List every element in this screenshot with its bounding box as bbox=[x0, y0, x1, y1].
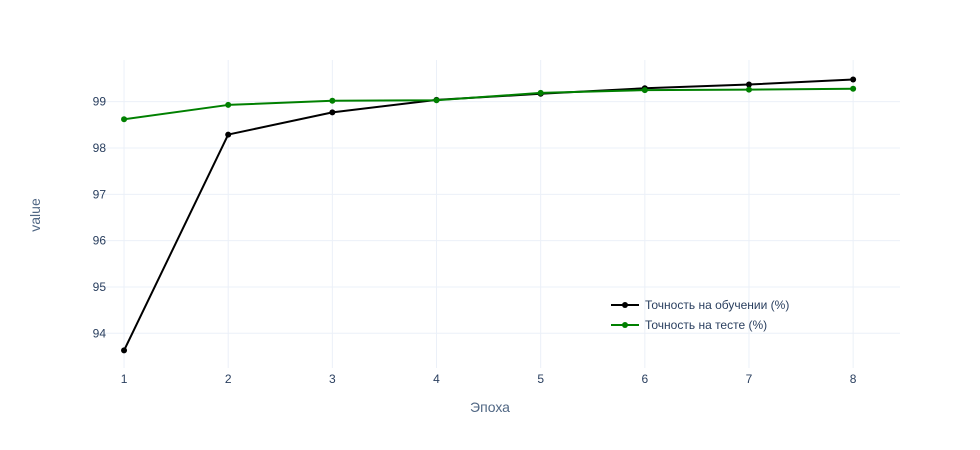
legend: Точность на обучении (%) Точность на тест… bbox=[611, 298, 789, 332]
data-point bbox=[850, 85, 857, 92]
x-tick-label: 3 bbox=[329, 372, 336, 386]
data-point bbox=[121, 347, 128, 354]
data-point bbox=[433, 97, 440, 104]
x-tick-label: 2 bbox=[225, 372, 232, 386]
x-tick-label: 7 bbox=[746, 372, 753, 386]
legend-item[interactable]: Точность на тесте (%) bbox=[611, 318, 767, 332]
series-line bbox=[123, 87, 854, 121]
y-axis-title: value bbox=[27, 198, 43, 232]
x-axis-title: Эпоха bbox=[470, 399, 510, 415]
x-tick-labels: 1 2 3 4 5 6 7 8 bbox=[121, 372, 857, 386]
legend-marker bbox=[622, 302, 628, 308]
x-tick-label: 5 bbox=[537, 372, 544, 386]
data-point bbox=[121, 116, 128, 123]
y-gridlines bbox=[98, 101, 900, 334]
data-point bbox=[537, 89, 544, 96]
x-tick-label: 1 bbox=[121, 372, 128, 386]
data-point bbox=[329, 109, 336, 116]
x-tick-label: 6 bbox=[641, 372, 648, 386]
y-tick-label: 99 bbox=[93, 95, 107, 109]
data-point bbox=[225, 131, 232, 138]
data-point bbox=[641, 87, 648, 94]
legend-label: Точность на обучении (%) bbox=[645, 298, 789, 312]
data-point bbox=[850, 76, 857, 83]
y-tick-label: 98 bbox=[93, 141, 107, 155]
series-layer bbox=[121, 76, 857, 354]
x-tick-label: 4 bbox=[433, 372, 440, 386]
legend-label: Точность на тесте (%) bbox=[645, 318, 767, 332]
x-tick-label: 8 bbox=[850, 372, 857, 386]
y-tick-label: 94 bbox=[93, 326, 107, 340]
y-tick-label: 96 bbox=[93, 234, 107, 248]
y-tick-label: 97 bbox=[93, 187, 107, 201]
y-tick-label: 95 bbox=[93, 280, 107, 294]
legend-item[interactable]: Точность на обучении (%) bbox=[611, 298, 789, 312]
data-point bbox=[329, 97, 336, 104]
series-2 bbox=[121, 85, 857, 123]
data-point bbox=[745, 86, 752, 93]
y-tick-labels: 94 95 96 97 98 99 bbox=[93, 95, 107, 341]
data-point bbox=[225, 101, 232, 108]
data-point bbox=[745, 81, 752, 88]
legend-marker bbox=[622, 322, 628, 328]
